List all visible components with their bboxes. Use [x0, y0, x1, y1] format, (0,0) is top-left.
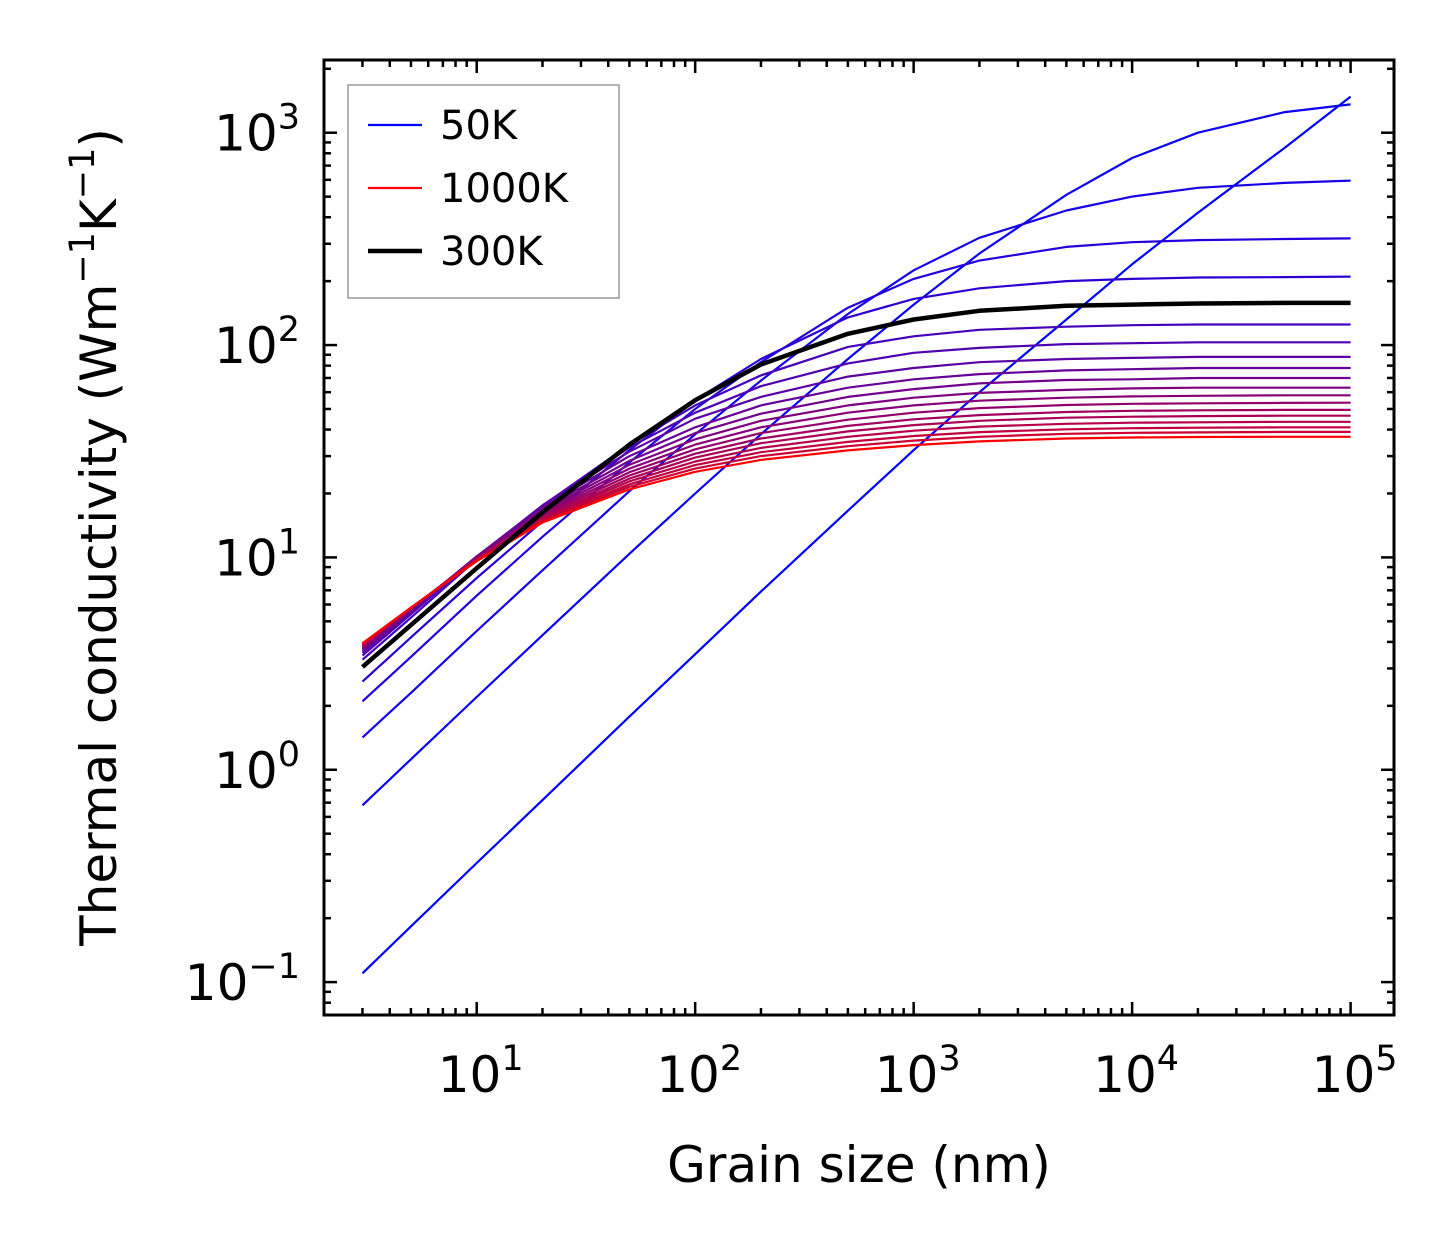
- x-tick-label: 103: [875, 1039, 961, 1104]
- legend-box: [347, 84, 620, 299]
- y-tick-label: 102: [214, 310, 300, 375]
- series-layer: [361, 95, 1352, 975]
- y-axis-title-suffix: ): [70, 128, 128, 148]
- series-line-50k: [361, 95, 1352, 975]
- series-line-100k: [361, 103, 1351, 807]
- y-tick-label: 100: [214, 735, 300, 800]
- y-tick-label: 101: [214, 522, 300, 587]
- legend-label-1000k: 1000K: [440, 166, 570, 212]
- series-line-200k: [361, 237, 1351, 703]
- y-axis-title-mid: K: [70, 198, 128, 232]
- ticks-layer: 101 102 103 104 105 10−1 100 101 102 103: [185, 60, 1398, 1104]
- x-axis-title: Grain size (nm): [667, 1136, 1051, 1194]
- legend-label-300k: 300K: [440, 229, 544, 275]
- series-line-150k: [361, 179, 1351, 739]
- y-tick-label: 10−1: [185, 947, 300, 1012]
- series-line-250k: [361, 275, 1351, 683]
- y-axis-title-prefix: Thermal conductivity (Wm: [70, 284, 128, 947]
- x-tick-label: 104: [1093, 1039, 1179, 1104]
- y-axis-title-exp1: −1: [63, 232, 103, 284]
- plot-frame: [322, 58, 1396, 1017]
- x-tick-label: 102: [656, 1039, 742, 1104]
- x-tick-label: 105: [1312, 1039, 1398, 1104]
- y-axis-title-exp2: −1: [63, 148, 103, 200]
- legend: 50K 1000K 300K: [347, 84, 620, 299]
- y-axis-title: Thermal conductivity (Wm−1K−1): [63, 128, 128, 947]
- y-tick-label: 103: [214, 98, 300, 163]
- legend-label-50k: 50K: [440, 103, 519, 149]
- series-line-300k: [361, 300, 1351, 669]
- x-tick-label: 101: [438, 1039, 524, 1104]
